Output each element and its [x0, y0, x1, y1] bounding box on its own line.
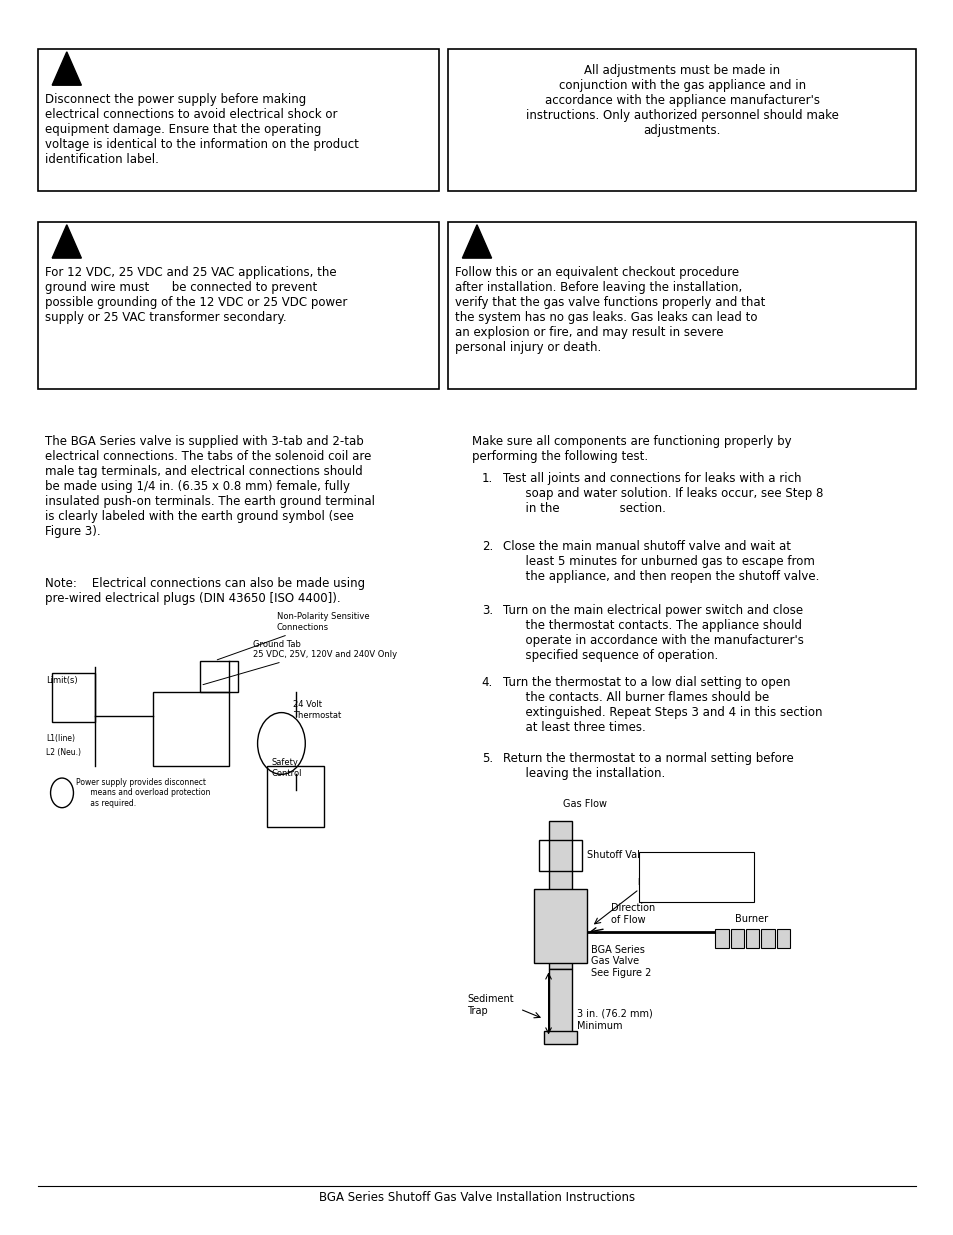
Text: Disconnect the power supply before making
electrical connections to avoid electr: Disconnect the power supply before makin…: [45, 93, 358, 165]
Text: Turn on the main electrical power switch and close
      the thermostat contacts: Turn on the main electrical power switch…: [502, 604, 802, 662]
Text: Follow this or an equivalent checkout procedure
after installation. Before leavi: Follow this or an equivalent checkout pr…: [455, 266, 764, 353]
Text: Sediment
Trap: Sediment Trap: [467, 994, 514, 1015]
Text: Return the thermostat to a normal setting before
      leaving the installation.: Return the thermostat to a normal settin…: [502, 752, 793, 781]
FancyBboxPatch shape: [639, 852, 753, 902]
Text: 3.: 3.: [481, 604, 493, 618]
Text: 4.: 4.: [481, 676, 493, 689]
Bar: [548, 969, 572, 1037]
Text: All adjustments must be made in
conjunction with the gas appliance and in
accord: All adjustments must be made in conjunct…: [525, 64, 838, 137]
Text: 24 Volt
Thermostat: 24 Volt Thermostat: [293, 700, 341, 720]
Text: 1.: 1.: [481, 472, 493, 485]
Text: Limit(s): Limit(s): [46, 677, 77, 685]
Bar: [543, 1031, 577, 1044]
FancyBboxPatch shape: [38, 222, 438, 389]
Bar: [52, 673, 95, 722]
Text: 5.: 5.: [481, 752, 493, 766]
FancyBboxPatch shape: [448, 222, 915, 389]
Bar: [730, 929, 743, 948]
Text: Close the main manual shutoff valve and wait at
      least 5 minutes for unburn: Close the main manual shutoff valve and …: [502, 540, 819, 583]
Text: Direction
of Flow: Direction of Flow: [610, 903, 654, 925]
Bar: [267, 766, 324, 827]
Text: 3 in. (76.2 mm)
Minimum: 3 in. (76.2 mm) Minimum: [577, 1009, 652, 1030]
Bar: [745, 929, 759, 948]
Text: Shutoff Valve: Shutoff Valve: [586, 850, 651, 860]
Text: Non-Polarity Sensitive
Connections: Non-Polarity Sensitive Connections: [217, 613, 369, 659]
Text: BGA Series Shutoff Gas Valve Installation Instructions: BGA Series Shutoff Gas Valve Installatio…: [318, 1191, 635, 1204]
Text: L2 (Neu.): L2 (Neu.): [46, 748, 81, 757]
Bar: [548, 821, 572, 969]
Bar: [538, 840, 581, 871]
Bar: [776, 929, 789, 948]
Bar: [152, 692, 229, 766]
Text: Ground Tab
25 VDC, 25V, 120V and 240V Only: Ground Tab 25 VDC, 25V, 120V and 240V On…: [203, 640, 396, 684]
Text: The BGA Series valve is supplied with 3-tab and 2-tab
electrical connections. Th: The BGA Series valve is supplied with 3-…: [45, 435, 375, 537]
Text: Power supply provides disconnect
      means and overload protection
      as re: Power supply provides disconnect means a…: [76, 778, 211, 808]
Text: 2.: 2.: [481, 540, 493, 553]
Text: For 12 VDC, 25 VDC and 25 VAC applications, the
ground wire must      be connect: For 12 VDC, 25 VDC and 25 VAC applicatio…: [45, 266, 347, 324]
Polygon shape: [52, 52, 81, 85]
Text: Burner: Burner: [734, 914, 767, 924]
Text: Gas Flow: Gas Flow: [562, 799, 606, 809]
Text: BGA Series
Gas Valve
See Figure 2: BGA Series Gas Valve See Figure 2: [591, 945, 651, 978]
Text: Note:    Electrical connections can also be made using
pre-wired electrical plug: Note: Electrical connections can also be…: [45, 577, 365, 605]
Bar: [200, 661, 238, 692]
Text: Turn the thermostat to a low dial setting to open
      the contacts. All burner: Turn the thermostat to a low dial settin…: [502, 676, 821, 734]
Polygon shape: [52, 225, 81, 258]
Bar: [715, 929, 728, 948]
Text: indicates possible
locations for other controls.: indicates possible locations for other c…: [638, 867, 754, 887]
Text: L1(line): L1(line): [46, 734, 74, 742]
Polygon shape: [462, 225, 491, 258]
FancyBboxPatch shape: [38, 49, 438, 191]
Text: Test all joints and connections for leaks with a rich
      soap and water solut: Test all joints and connections for leak…: [502, 472, 822, 515]
FancyBboxPatch shape: [448, 49, 915, 191]
Text: Safety
Control: Safety Control: [272, 758, 302, 778]
Text: Make sure all components are functioning properly by
performing the following te: Make sure all components are functioning…: [472, 435, 791, 463]
Bar: [534, 889, 586, 963]
Bar: [760, 929, 774, 948]
